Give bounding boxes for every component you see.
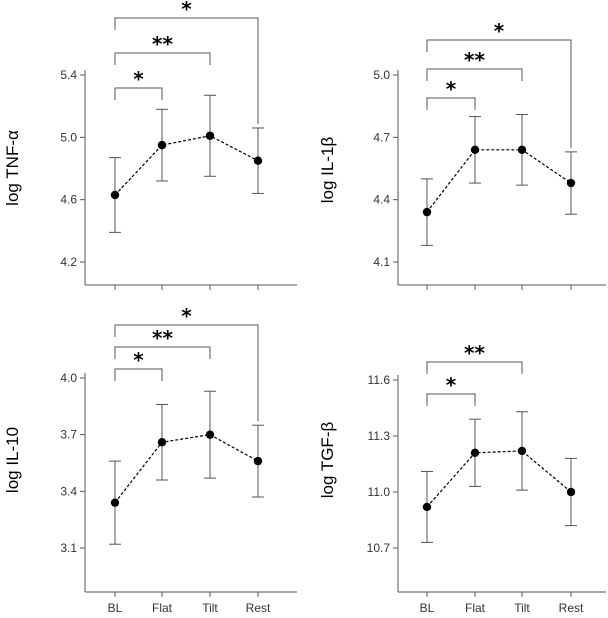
data-point	[566, 178, 576, 188]
y-tick-label: 3.4	[60, 484, 77, 498]
significance-label: *	[133, 67, 144, 91]
x-tick-label: BL	[420, 601, 435, 615]
y-tick-label: 4.1	[373, 255, 390, 269]
y-tick-label: 3.7	[60, 428, 77, 442]
y-axis-label: log IL-10	[3, 427, 22, 493]
significance-bracket	[114, 324, 259, 422]
y-axis-label: log IL-1β	[318, 137, 337, 204]
significance-label: **	[152, 326, 173, 350]
significance-bracket	[114, 52, 211, 65]
significance-label: **	[464, 341, 485, 365]
data-point	[422, 502, 432, 512]
y-tick-label: 11.6	[368, 373, 391, 387]
panel-4: 10.7 11.0 11.3 11.6 BL Flat Tilt Rest log TGF-β *…	[318, 341, 606, 615]
significance-bracket	[426, 97, 476, 110]
y-tick-label: 11.0	[368, 485, 391, 499]
data-point	[517, 145, 527, 154]
significance-bracket	[426, 361, 523, 374]
data-point	[205, 430, 215, 439]
y-axis-label: log TGF-β	[318, 422, 337, 499]
y-tick-label: 4.4	[373, 193, 390, 207]
significance-label: *	[133, 348, 144, 372]
y-tick-label: 5.0	[60, 130, 77, 144]
x-tick-label: Flat	[152, 601, 173, 615]
series-line	[426, 450, 572, 508]
x-tick-label: Flat	[465, 601, 486, 615]
significance-label: *	[494, 19, 505, 43]
y-tick-label: 11.3	[368, 429, 391, 443]
series-line	[426, 149, 572, 213]
y-tick-label: 10.7	[367, 541, 391, 555]
x-tick-label: BL	[108, 601, 123, 615]
x-tick-label: Rest	[559, 601, 584, 615]
y-tick-label: 4.7	[373, 130, 390, 144]
data-point	[157, 438, 167, 447]
data-point	[110, 190, 120, 200]
x-tick-label: Tilt	[202, 601, 218, 615]
significance-bracket	[426, 393, 476, 406]
y-tick-label: 3.1	[60, 541, 77, 555]
significance-bracket	[426, 68, 523, 81]
y-tick-label: 4.6	[60, 193, 77, 207]
significance-label: **	[152, 32, 173, 56]
data-point	[253, 156, 263, 165]
significance-label: **	[464, 48, 485, 72]
data-point	[157, 140, 167, 150]
data-point	[470, 448, 480, 457]
significance-label: *	[181, 0, 192, 21]
x-tick-label: Tilt	[514, 601, 530, 615]
data-point	[253, 456, 263, 466]
significance-bracket	[114, 346, 211, 359]
y-tick-label: 5.0	[373, 68, 390, 82]
significance-bracket	[114, 368, 163, 381]
data-point	[566, 487, 576, 497]
significance-label: *	[446, 77, 457, 101]
significance-label: *	[181, 304, 192, 328]
data-point	[422, 207, 432, 217]
series-line	[114, 434, 259, 504]
data-point	[470, 145, 480, 154]
data-point	[205, 131, 215, 140]
y-tick-label: 4.2	[60, 255, 77, 269]
series-line	[114, 135, 259, 196]
y-axis-label: log TNF-α	[3, 130, 22, 206]
significance-bracket	[114, 17, 259, 124]
y-tick-label: 4.0	[60, 371, 77, 385]
data-point	[110, 498, 120, 507]
x-tick-label: Rest	[246, 601, 271, 615]
significance-label: *	[446, 373, 457, 397]
significance-bracket	[426, 39, 572, 148]
y-tick-label: 5.4	[60, 68, 77, 82]
significance-bracket	[114, 87, 163, 100]
data-point	[517, 446, 527, 456]
